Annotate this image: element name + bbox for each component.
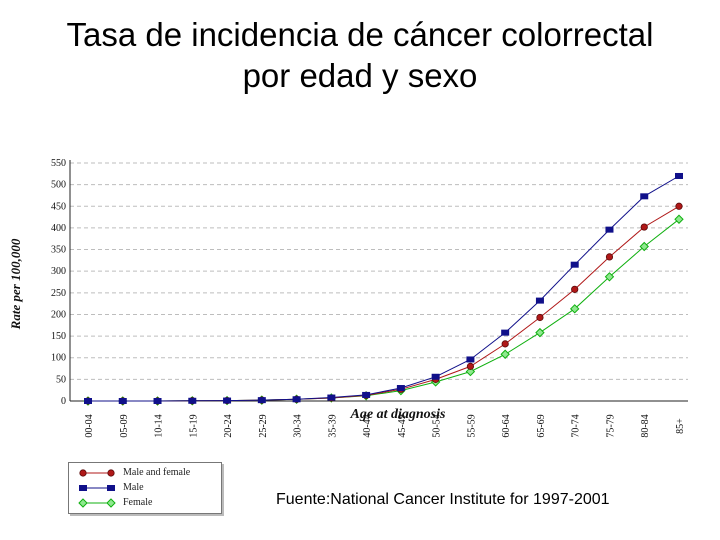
- x-tick-label: 25-29: [258, 414, 269, 437]
- y-tick-label: 50: [56, 374, 66, 385]
- data-point: [501, 340, 509, 348]
- data-point: [605, 253, 614, 261]
- data-point: [640, 223, 648, 231]
- data-point: [501, 329, 510, 336]
- source-note: Fuente:National Cancer Institute for 199…: [276, 491, 610, 508]
- data-point: [118, 398, 127, 404]
- slide-title: Tasa de incidencia de cáncer colorrectal…: [0, 14, 720, 96]
- chart-legend: Male and female Male Female: [68, 462, 222, 514]
- data-point: [292, 396, 301, 403]
- data-point: [570, 261, 579, 268]
- series-line: [88, 175, 680, 402]
- legend-marker: [79, 485, 87, 491]
- y-tick-label: 250: [51, 288, 66, 299]
- y-tick-label: 150: [51, 331, 66, 342]
- y-tick-label: 550: [51, 158, 66, 169]
- x-tick-label: 85+: [675, 418, 686, 434]
- x-tick-label: 20-24: [223, 414, 234, 437]
- legend-marker: [79, 469, 87, 477]
- y-tick-label: 450: [51, 201, 66, 212]
- x-tick-label: 55-59: [466, 414, 477, 437]
- y-tick-label: 400: [51, 223, 66, 234]
- series-female: [83, 214, 684, 406]
- legend-label: Female: [123, 497, 153, 508]
- data-point: [257, 397, 266, 404]
- legend-swatch: [79, 469, 115, 477]
- data-point: [571, 285, 579, 293]
- legend-label: Male: [123, 482, 144, 493]
- data-point: [536, 313, 544, 322]
- y-tick-label: 200: [51, 309, 66, 320]
- x-tick-label: 30-34: [293, 414, 304, 437]
- x-tick-labels: 00-04 05-09 10-14 15-19 20-24 25-29 30-34 35-39…: [84, 414, 686, 437]
- x-tick-label: 75-79: [605, 414, 616, 437]
- data-point: [535, 297, 544, 304]
- data-point: [675, 202, 683, 210]
- y-tick-labels: 0 50 100 150 200 250 300 350 400 450 500 550: [51, 158, 66, 407]
- data-point: [675, 172, 683, 179]
- data-point: [466, 362, 475, 370]
- legend-marker: [106, 498, 116, 508]
- series-layer: [83, 172, 684, 406]
- y-axis-label: Rate per 100,000: [8, 238, 23, 330]
- data-point: [223, 397, 232, 404]
- data-point: [500, 349, 510, 359]
- y-tick-label: 500: [51, 180, 66, 191]
- data-point: [466, 356, 475, 363]
- series-line: [88, 205, 680, 402]
- data-point: [84, 398, 92, 404]
- data-point: [535, 327, 545, 338]
- x-tick-label: 50-54: [432, 414, 443, 437]
- data-point: [465, 366, 476, 377]
- legend-marker: [107, 469, 115, 477]
- x-tick-label: 05-09: [119, 414, 130, 437]
- data-point: [604, 272, 615, 282]
- x-axis-label: Age at diagnosis: [350, 407, 446, 422]
- y-tick-label: 350: [51, 245, 66, 256]
- x-tick-label: 10-14: [154, 414, 165, 437]
- x-tick-label: 60-64: [501, 414, 512, 437]
- legend-marker: [107, 485, 115, 491]
- y-tick-label: 0: [61, 396, 66, 407]
- slide-title-line-1: Tasa de incidencia de cáncer colorrectal: [66, 16, 654, 53]
- x-tick-label: 40-44: [362, 414, 373, 437]
- series-line: [88, 218, 680, 402]
- legend-entry: Male and female: [69, 466, 221, 482]
- data-point: [640, 193, 649, 200]
- y-tick-label: 300: [51, 266, 66, 277]
- series-male: [84, 172, 683, 404]
- legend-swatch: [78, 498, 116, 508]
- data-point: [605, 226, 614, 233]
- x-tick-label: 15-19: [188, 414, 199, 437]
- data-point: [153, 398, 162, 404]
- x-tick-label: 35-39: [327, 414, 338, 437]
- data-point: [674, 214, 684, 224]
- x-tick-label: 70-74: [571, 414, 582, 437]
- legend-entry: Male: [69, 481, 221, 497]
- data-point: [188, 397, 197, 404]
- slide-title-line-2: por edad y sexo: [242, 57, 478, 94]
- x-tick-label: 45-49: [397, 414, 408, 437]
- x-tick-label: 00-04: [84, 414, 95, 437]
- grid-layer: [70, 162, 688, 380]
- x-tick-label: 65-69: [536, 414, 547, 437]
- legend-label: Male and female: [123, 467, 191, 478]
- data-point: [639, 241, 649, 252]
- data-point: [431, 373, 440, 380]
- legend-swatch: [79, 485, 115, 491]
- legend-entry: Female: [69, 496, 221, 512]
- data-point: [396, 385, 405, 392]
- axes-layer: [69, 160, 688, 402]
- legend-marker: [78, 498, 88, 508]
- data-point: [362, 391, 371, 398]
- data-point: [569, 304, 580, 314]
- data-point: [327, 394, 336, 401]
- series-male-and-female: [84, 202, 683, 405]
- y-tick-label: 100: [51, 353, 66, 364]
- x-tick-label: 80-84: [640, 414, 651, 437]
